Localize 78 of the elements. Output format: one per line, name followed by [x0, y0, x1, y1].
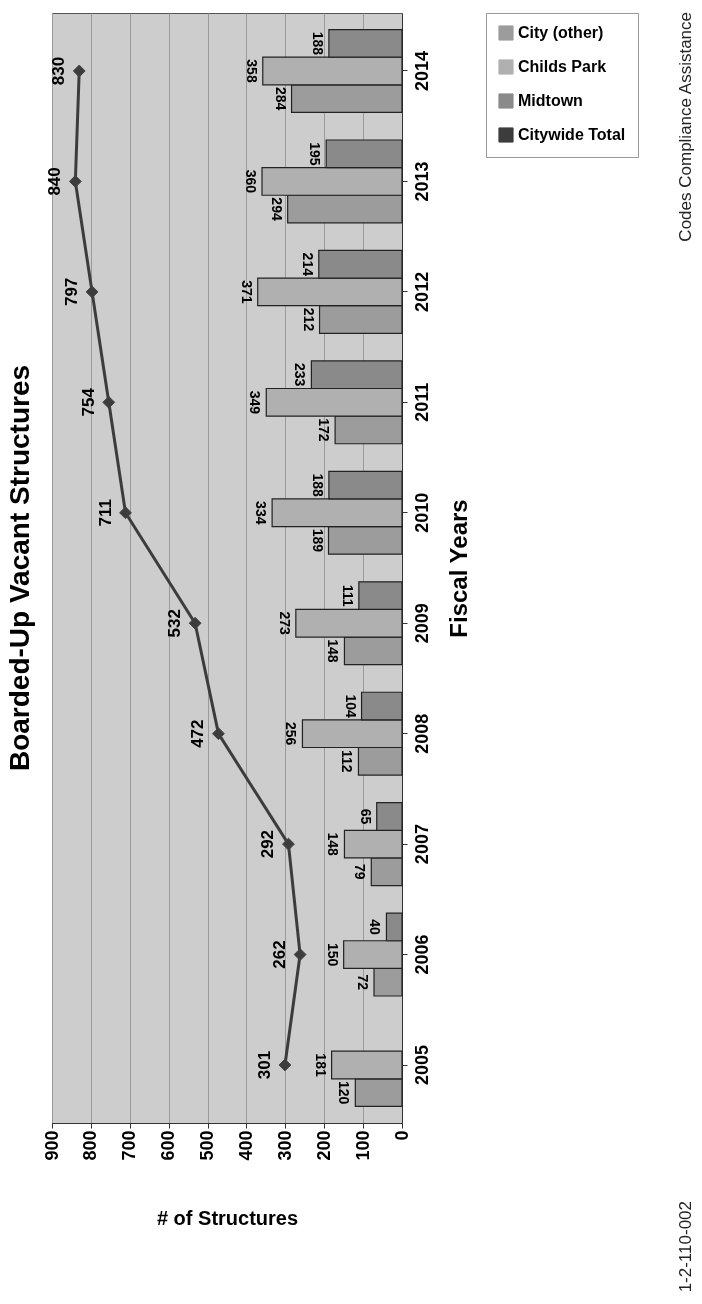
data-label: 40 [367, 919, 384, 935]
data-label: 233 [292, 363, 309, 387]
legend-label: Childs Park [518, 58, 607, 75]
x-tick-label: 900 [41, 1130, 62, 1161]
y-tick-label: 2009 [411, 603, 432, 644]
y-tick-label: 2008 [411, 713, 432, 754]
data-label: 371 [238, 280, 255, 304]
point [85, 285, 99, 299]
data-label: 472 [188, 719, 208, 748]
data-label: 150 [324, 942, 341, 967]
data-label: 112 [339, 749, 356, 773]
data-label: 334 [253, 501, 270, 525]
y-tick-label: 2011 [411, 382, 432, 422]
y-axis-title: Fiscal Years [444, 499, 472, 638]
data-label: 284 [272, 86, 289, 111]
y-tick-label: 2010 [411, 492, 432, 533]
data-label: 111 [339, 584, 356, 607]
x-tick-label: 600 [158, 1130, 179, 1161]
legend-label: City (other) [518, 24, 604, 41]
x-axis-title: # of Structures [156, 1206, 299, 1229]
data-label: 294 [268, 197, 285, 221]
point [119, 506, 132, 520]
data-label: 358 [243, 59, 260, 83]
data-label: 65 [357, 808, 374, 825]
x-tick-label: 500 [197, 1130, 218, 1161]
data-label: 189 [309, 528, 326, 553]
data-label: 292 [258, 829, 278, 859]
point [212, 727, 225, 741]
x-tick-label: 300 [274, 1130, 295, 1161]
x-tick-label: 700 [119, 1130, 140, 1161]
data-label: 360 [243, 169, 259, 194]
x-tick-label: 800 [80, 1130, 101, 1161]
data-label: 273 [276, 611, 293, 636]
legend-label: Citywide Total [518, 126, 626, 143]
point [188, 616, 202, 630]
data-label: 104 [342, 694, 359, 718]
data-label: 256 [283, 721, 300, 746]
y-tick-label: 2014 [411, 50, 432, 92]
data-label: 532 [165, 609, 185, 638]
data-label: 754 [78, 387, 98, 417]
legend-label: Midtown [518, 92, 583, 109]
data-label: 214 [299, 252, 316, 277]
data-label: 301 [254, 1050, 274, 1080]
data-label: 188 [309, 31, 326, 56]
x-tick-label: 400 [235, 1130, 256, 1161]
data-label: 349 [247, 390, 264, 415]
data-label: 797 [62, 277, 82, 307]
text: Codes Compliance Assistance [676, 12, 696, 242]
data-label: 711 [95, 499, 115, 527]
point [293, 948, 307, 961]
text: 1-2-110-002 [676, 1200, 696, 1292]
data-label: 72 [355, 974, 371, 991]
point [102, 395, 116, 409]
data-label: 79 [352, 863, 369, 880]
data-label: 188 [309, 473, 326, 498]
data-label: 262 [270, 940, 290, 969]
y-tick-label: 2012 [411, 271, 432, 312]
data-label: 195 [307, 142, 324, 166]
data-label: 172 [316, 418, 333, 442]
text: Boarded-Up Vacant Structures [4, 364, 35, 772]
data-label: 148 [325, 639, 342, 663]
point [282, 837, 295, 851]
y-tick-label: 2005 [411, 1044, 432, 1086]
point [72, 64, 86, 78]
data-label: 840 [45, 167, 65, 196]
y-tick-label: 2007 [411, 824, 432, 865]
data-label: 120 [336, 1080, 353, 1105]
data-label: 181 [312, 1053, 329, 1077]
y-tick-label: 2013 [411, 161, 432, 202]
point [68, 175, 82, 188]
point [278, 1058, 292, 1072]
data-label: 212 [300, 307, 317, 332]
x-tick-label: 200 [313, 1130, 334, 1161]
x-tick-label: 100 [352, 1130, 373, 1161]
y-tick-label: 2006 [411, 934, 432, 975]
x-tick-label: 0 [391, 1130, 412, 1141]
data-label: 830 [49, 56, 69, 86]
data-label: 148 [325, 832, 342, 857]
